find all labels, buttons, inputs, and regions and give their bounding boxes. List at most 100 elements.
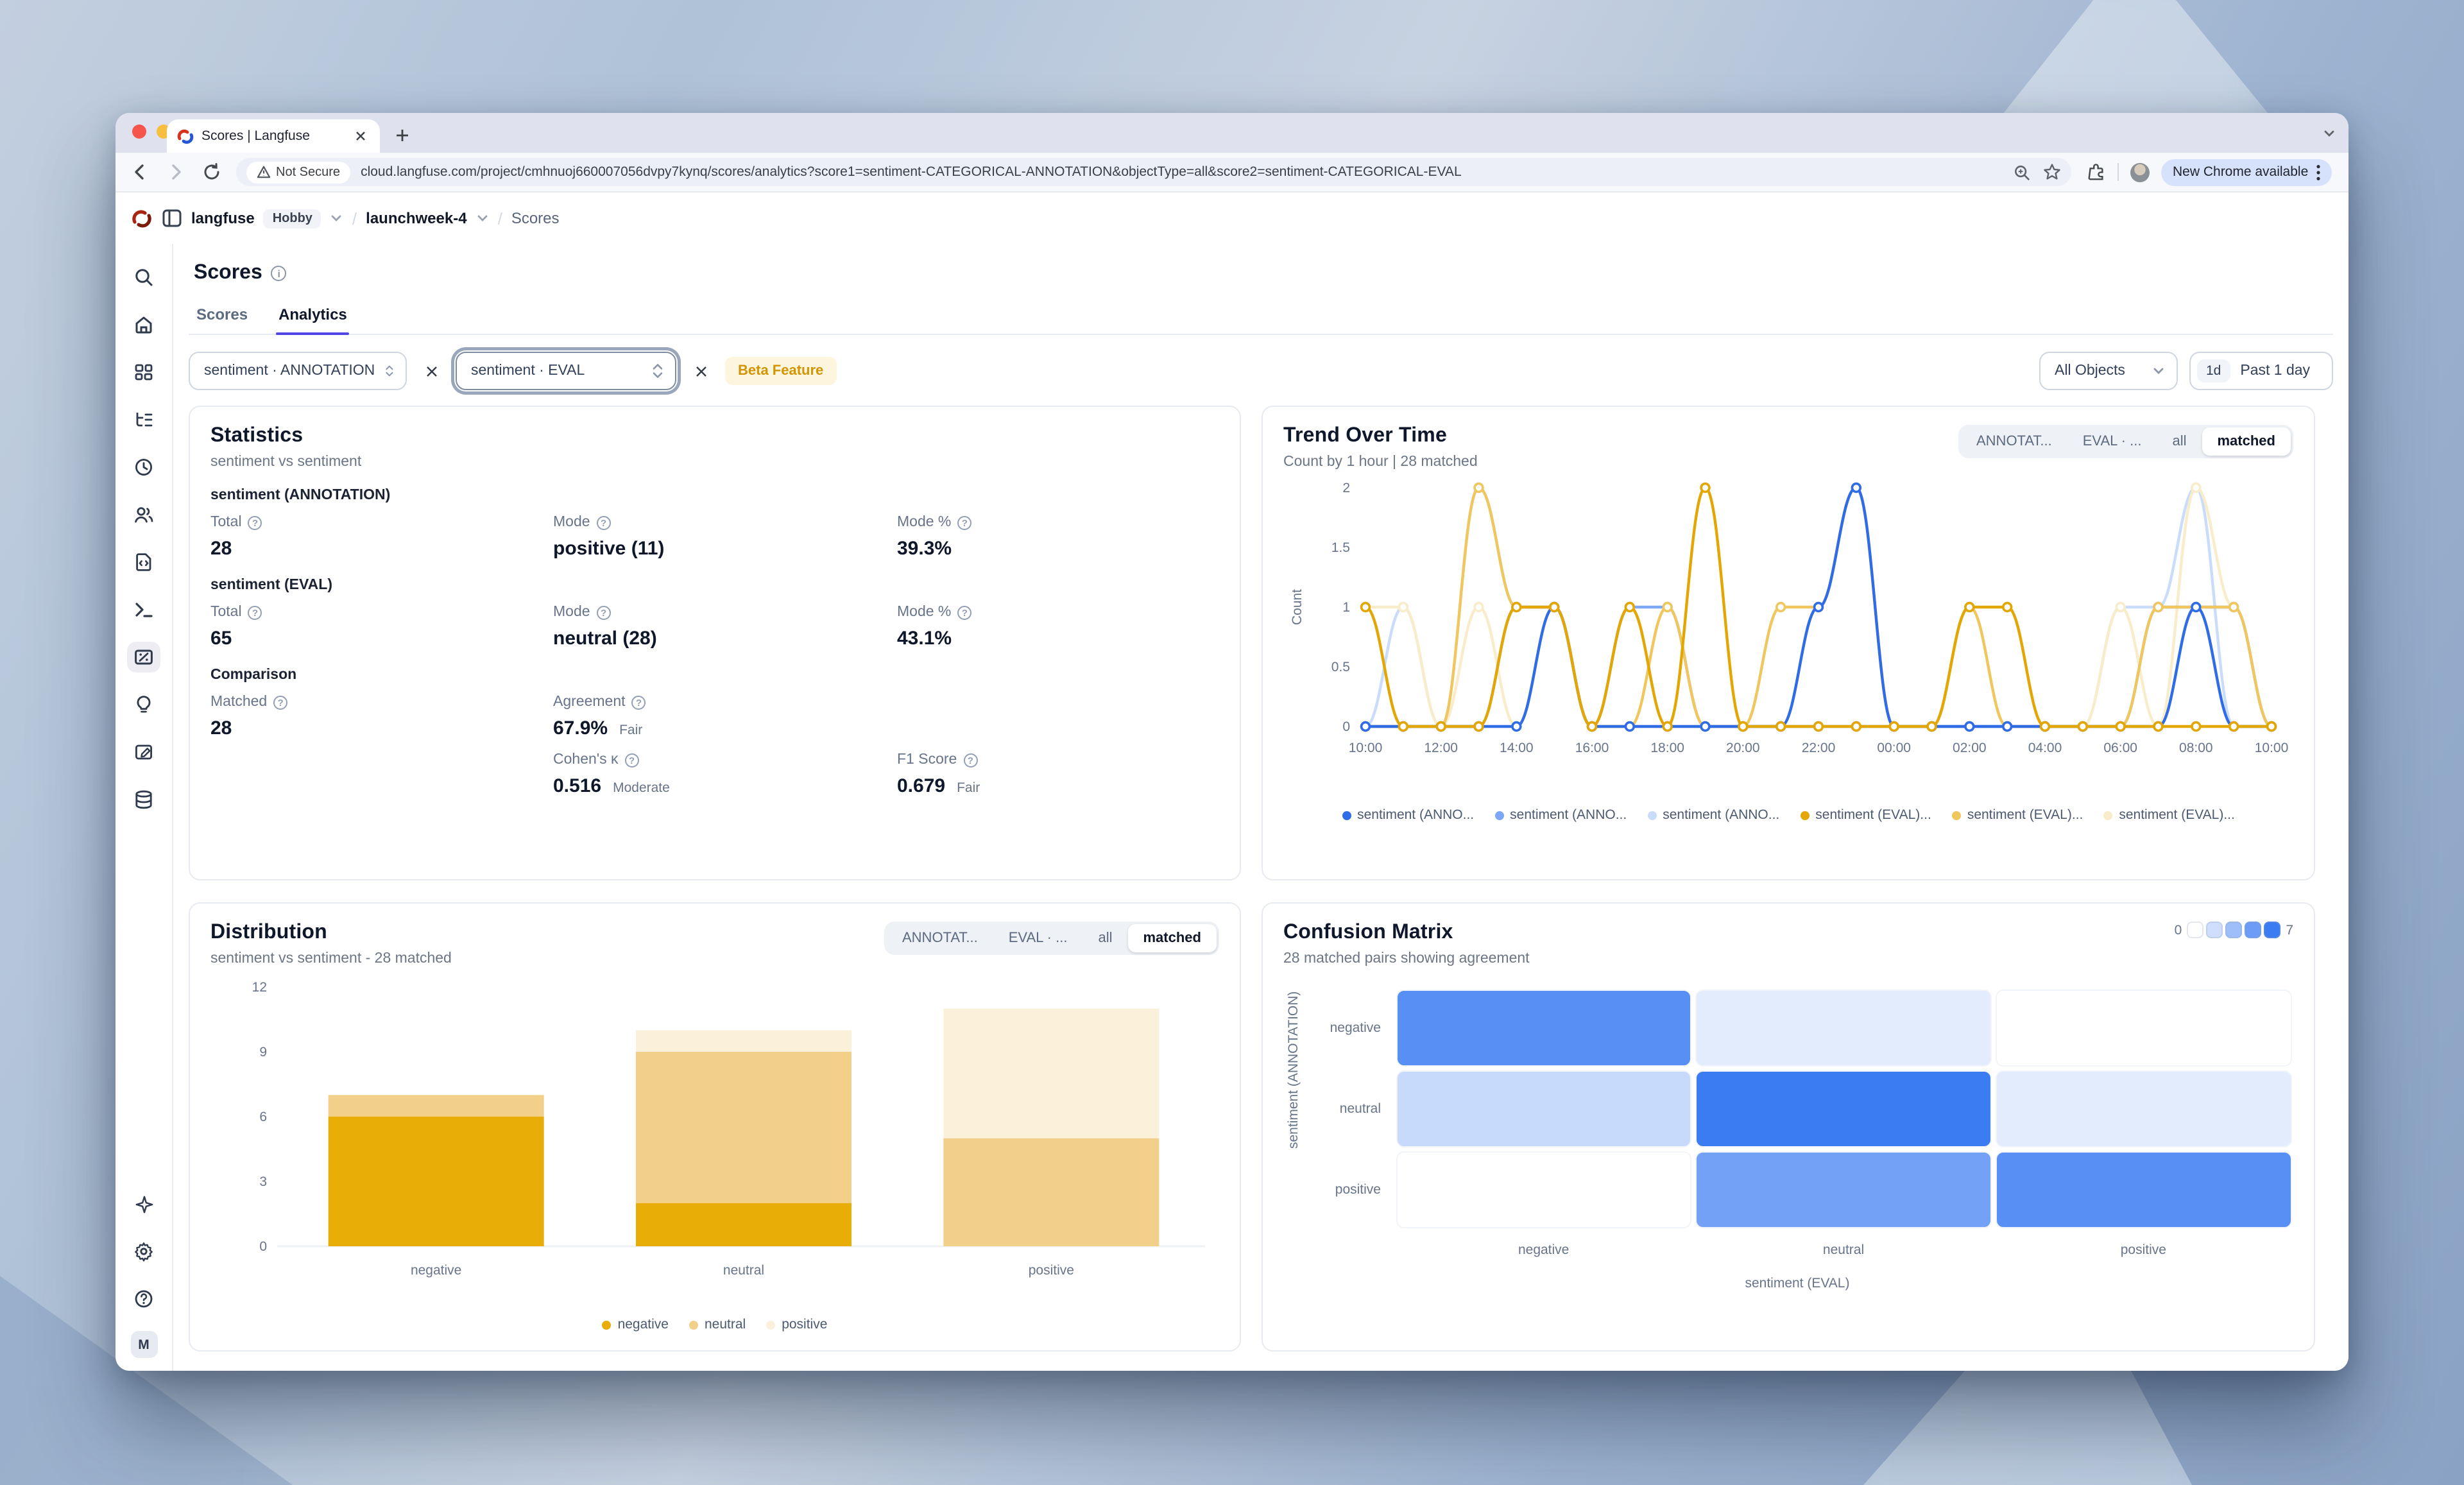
help-icon[interactable]: ?: [631, 695, 646, 709]
score2-select[interactable]: sentiment · EVAL: [456, 352, 676, 390]
tracing-icon[interactable]: [127, 404, 160, 435]
bookmark-star-icon[interactable]: [2043, 163, 2061, 181]
trend-line-chart[interactable]: 0 0.5 1 1.5 2 10:00 12:00 14:00 16:00 18:00 20:00 2…: [1283, 470, 2296, 793]
remove-score1-button[interactable]: [418, 358, 444, 384]
view-toggle-eval[interactable]: EVAL · ...: [2082, 434, 2142, 449]
bar-segment[interactable]: [328, 1117, 544, 1246]
reload-icon[interactable]: [200, 160, 223, 184]
help-icon[interactable]: ?: [963, 753, 978, 767]
chrome-update-button[interactable]: New Chrome available: [2161, 159, 2332, 185]
user-avatar[interactable]: M: [130, 1331, 157, 1358]
tab-analytics[interactable]: Analytics: [276, 298, 350, 335]
legend-item[interactable]: neutral: [689, 1317, 746, 1332]
sidebar-toggle-icon[interactable]: [162, 208, 182, 228]
stat-value: 65: [210, 628, 232, 649]
bar-segment[interactable]: [943, 1138, 1159, 1246]
address-bar[interactable]: Not Secure cloud.langfuse.com/project/cm…: [236, 158, 2071, 186]
sessions-icon[interactable]: [127, 452, 160, 483]
help-icon[interactable]: ?: [596, 605, 611, 619]
bar-segment[interactable]: [943, 1008, 1159, 1138]
view-toggle-eval[interactable]: EVAL · ...: [1008, 931, 1068, 946]
legend-item[interactable]: sentiment (ANNO...: [1494, 807, 1627, 823]
legend-item[interactable]: sentiment (ANNO...: [1342, 807, 1474, 823]
stat-metric: Mode %? 39.3%: [897, 515, 1219, 560]
view-toggle-all[interactable]: all: [1098, 931, 1113, 946]
time-shortcut-chip: 1d: [2197, 359, 2230, 382]
matrix-cell[interactable]: [1695, 1151, 1992, 1228]
org-name[interactable]: langfuse: [191, 209, 255, 227]
profile-avatar[interactable]: [2130, 162, 2150, 182]
data-point-marker: [2191, 482, 2202, 494]
help-icon[interactable]: ?: [273, 695, 288, 709]
extensions-icon[interactable]: [2087, 162, 2106, 182]
stat-metric: Mode %? 43.1%: [897, 605, 1219, 649]
back-icon[interactable]: [128, 160, 151, 184]
x-tick-label: 14:00: [1500, 741, 1534, 755]
matrix-cell[interactable]: [1695, 1070, 1992, 1147]
annotation-icon[interactable]: [127, 737, 160, 768]
matrix-cell[interactable]: [1995, 1070, 2292, 1147]
matrix-cell[interactable]: [1695, 989, 1992, 1066]
bar-segment[interactable]: [636, 1030, 851, 1052]
help-icon[interactable]: ?: [248, 515, 262, 529]
users-icon[interactable]: [127, 499, 160, 530]
search-icon[interactable]: [127, 262, 160, 293]
tab-scores[interactable]: Scores: [196, 305, 248, 323]
view-toggle-all[interactable]: all: [2172, 434, 2187, 449]
view-toggle-matched[interactable]: matched: [2202, 427, 2291, 456]
browser-tab[interactable]: Scores | Langfuse: [167, 119, 380, 153]
help-icon[interactable]: ?: [624, 753, 639, 767]
remove-score2-button[interactable]: [688, 358, 714, 384]
distribution-bar-chart[interactable]: 0 3 6 9 12 negative neutral positive: [210, 966, 1223, 1303]
legend-item[interactable]: positive: [766, 1317, 827, 1332]
matrix-cell[interactable]: [1396, 1151, 1692, 1228]
evals-icon[interactable]: [127, 689, 160, 720]
datasets-icon[interactable]: [127, 784, 160, 815]
view-toggle-matched[interactable]: matched: [1127, 924, 1217, 952]
info-icon[interactable]: i: [271, 266, 287, 281]
view-toggle-annotat[interactable]: ANNOTAT...: [1976, 434, 2052, 449]
new-tab-button[interactable]: [388, 121, 416, 149]
legend-item[interactable]: sentiment (EVAL)...: [2103, 807, 2235, 823]
org-chevron-icon[interactable]: [330, 212, 343, 225]
legend-item[interactable]: sentiment (EVAL)...: [1951, 807, 2083, 823]
time-range-select[interactable]: 1d Past 1 day: [2189, 352, 2333, 390]
scores-icon[interactable]: [127, 642, 160, 673]
object-filter-select[interactable]: All Objects: [2039, 352, 2178, 390]
tab-search-chevron-icon[interactable]: [2323, 123, 2336, 146]
matrix-cell[interactable]: [1396, 1070, 1692, 1147]
project-name[interactable]: launchweek-4: [366, 209, 467, 227]
close-window-button[interactable]: [132, 124, 146, 139]
playground-icon[interactable]: [127, 594, 160, 625]
kebab-menu-icon[interactable]: [2316, 164, 2320, 180]
view-toggle-annotat[interactable]: ANNOTAT...: [902, 931, 978, 946]
matrix-cell[interactable]: [1995, 1151, 2292, 1228]
help-icon[interactable]: ?: [596, 515, 611, 529]
legend-item[interactable]: sentiment (ANNO...: [1647, 807, 1779, 823]
stat-metric: Matched? 28: [210, 694, 553, 739]
x-tick-label: 10:00: [2255, 741, 2289, 755]
bar-segment[interactable]: [636, 1203, 851, 1246]
bar-segment[interactable]: [636, 1052, 851, 1203]
settings-gear-icon[interactable]: [127, 1236, 160, 1267]
x-tick-label: 10:00: [1349, 741, 1383, 755]
forward-icon[interactable]: [164, 160, 187, 184]
help-icon[interactable]: ?: [957, 605, 972, 619]
legend-item[interactable]: negative: [602, 1317, 669, 1332]
dashboards-icon[interactable]: [127, 357, 160, 388]
sparkle-icon[interactable]: [127, 1189, 160, 1219]
project-chevron-icon[interactable]: [476, 212, 489, 225]
help-icon[interactable]: ?: [248, 605, 262, 619]
score1-select[interactable]: sentiment · ANNOTATION: [189, 352, 407, 390]
prompts-icon[interactable]: [127, 547, 160, 578]
security-chip[interactable]: Not Secure: [246, 161, 351, 183]
support-icon[interactable]: [127, 1283, 160, 1314]
zoom-icon[interactable]: [2014, 164, 2030, 180]
tab-close-icon[interactable]: [352, 127, 370, 145]
matrix-cell[interactable]: [1396, 989, 1692, 1066]
matrix-cell[interactable]: [1995, 989, 2292, 1066]
help-icon[interactable]: ?: [957, 515, 972, 529]
legend-item[interactable]: sentiment (EVAL)...: [1800, 807, 1931, 823]
home-icon[interactable]: [127, 309, 160, 340]
bar-segment[interactable]: [328, 1095, 544, 1117]
